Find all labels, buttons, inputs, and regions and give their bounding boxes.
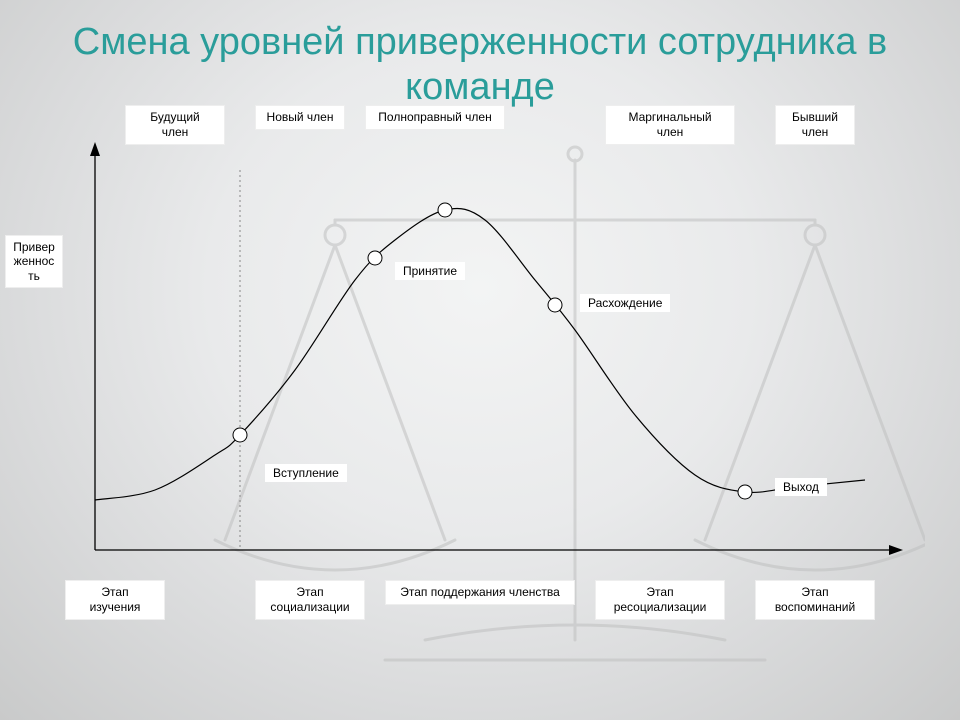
curve-point-label: Вступление [265,464,347,482]
chart-svg [35,120,925,710]
curve-point-label: Расхождение [580,294,670,312]
bottom-phase-box: Этап воспоминаний [755,580,875,620]
commitment-chart: Будущий членНовый членПолноправный членМ… [35,120,925,710]
bottom-phase-box: Этап социализации [255,580,365,620]
bottom-phase-box: Этап поддержания членства [385,580,575,605]
curve-point-label: Принятие [395,262,465,280]
slide-root: Смена уровней приверженности сотрудника … [0,0,960,720]
top-stage-box: Бывший член [775,105,855,145]
y-axis-label: Приверженность [5,235,63,288]
top-stage-box: Маргинальный член [605,105,735,145]
top-stage-box: Полноправный член [365,105,505,130]
curve-point-label: Выход [775,478,827,496]
slide-title: Смена уровней приверженности сотрудника … [60,20,900,110]
top-stage-box: Будущий член [125,105,225,145]
bottom-phase-box: Этап изучения [65,580,165,620]
bottom-phase-box: Этап ресоциализации [595,580,725,620]
top-stage-box: Новый член [255,105,345,130]
